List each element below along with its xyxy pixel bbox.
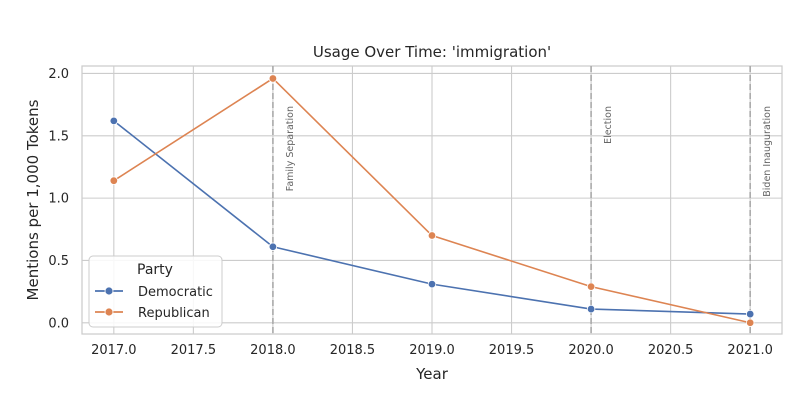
x-tick-label: 2019.5 [489, 343, 535, 358]
series-lines [109, 74, 755, 327]
x-tick-label: 2019.0 [409, 343, 455, 358]
x-tick-label: 2020.0 [568, 343, 614, 358]
legend-entry-democratic: Democratic [95, 285, 213, 300]
event-label: Election [603, 106, 614, 144]
x-tick-label: 2018.5 [330, 343, 376, 358]
data-point-democratic [109, 116, 119, 126]
x-axis-title: Year [415, 365, 449, 383]
data-point-democratic [427, 279, 437, 289]
data-point-republican [427, 231, 437, 240]
data-point-democratic [268, 242, 278, 251]
legend-swatch-marker [104, 286, 114, 296]
data-point-republican [109, 176, 119, 185]
legend-entry-republican: Republican [95, 306, 210, 321]
data-point-democratic [586, 304, 596, 314]
data-point-republican [586, 282, 596, 291]
tick-labels: 2017.0 2017.5 2018.0 2018.5 2019.0 2019.5 2020… [48, 67, 773, 358]
legend-title: Party [137, 262, 173, 278]
y-tick-label: 1.0 [48, 192, 69, 207]
data-point-democratic [745, 309, 755, 319]
y-tick-label: 0.5 [48, 254, 69, 269]
chart-title: Usage Over Time: 'immigration' [313, 43, 551, 61]
x-tick-label: 2017.0 [91, 343, 137, 358]
x-tick-label: 2017.5 [171, 343, 217, 358]
y-tick-label: 0.0 [48, 316, 69, 331]
y-tick-label: 1.5 [48, 129, 69, 144]
data-point-republican [745, 318, 755, 327]
x-tick-label: 2018.0 [250, 343, 296, 358]
x-tick-label: 2020.5 [648, 343, 694, 358]
data-point-republican [268, 74, 278, 83]
legend-label: Republican [138, 306, 210, 321]
x-tick-label: 2021.0 [727, 343, 773, 358]
legend-swatch-marker [104, 307, 114, 317]
legend: Party Democratic Republican [88, 255, 223, 328]
legend-label: Democratic [138, 285, 213, 300]
plot-frame [81, 65, 783, 335]
event-label: Biden Inauguration [762, 106, 773, 197]
y-tick-label: 2.0 [48, 67, 69, 82]
legend-box [88, 255, 223, 328]
event-label: Family Separation [285, 106, 296, 191]
event-markers: Family Separation Election Biden Inaugurat… [272, 66, 773, 334]
y-axis-title: Mentions per 1,000 Tokens [24, 99, 42, 300]
